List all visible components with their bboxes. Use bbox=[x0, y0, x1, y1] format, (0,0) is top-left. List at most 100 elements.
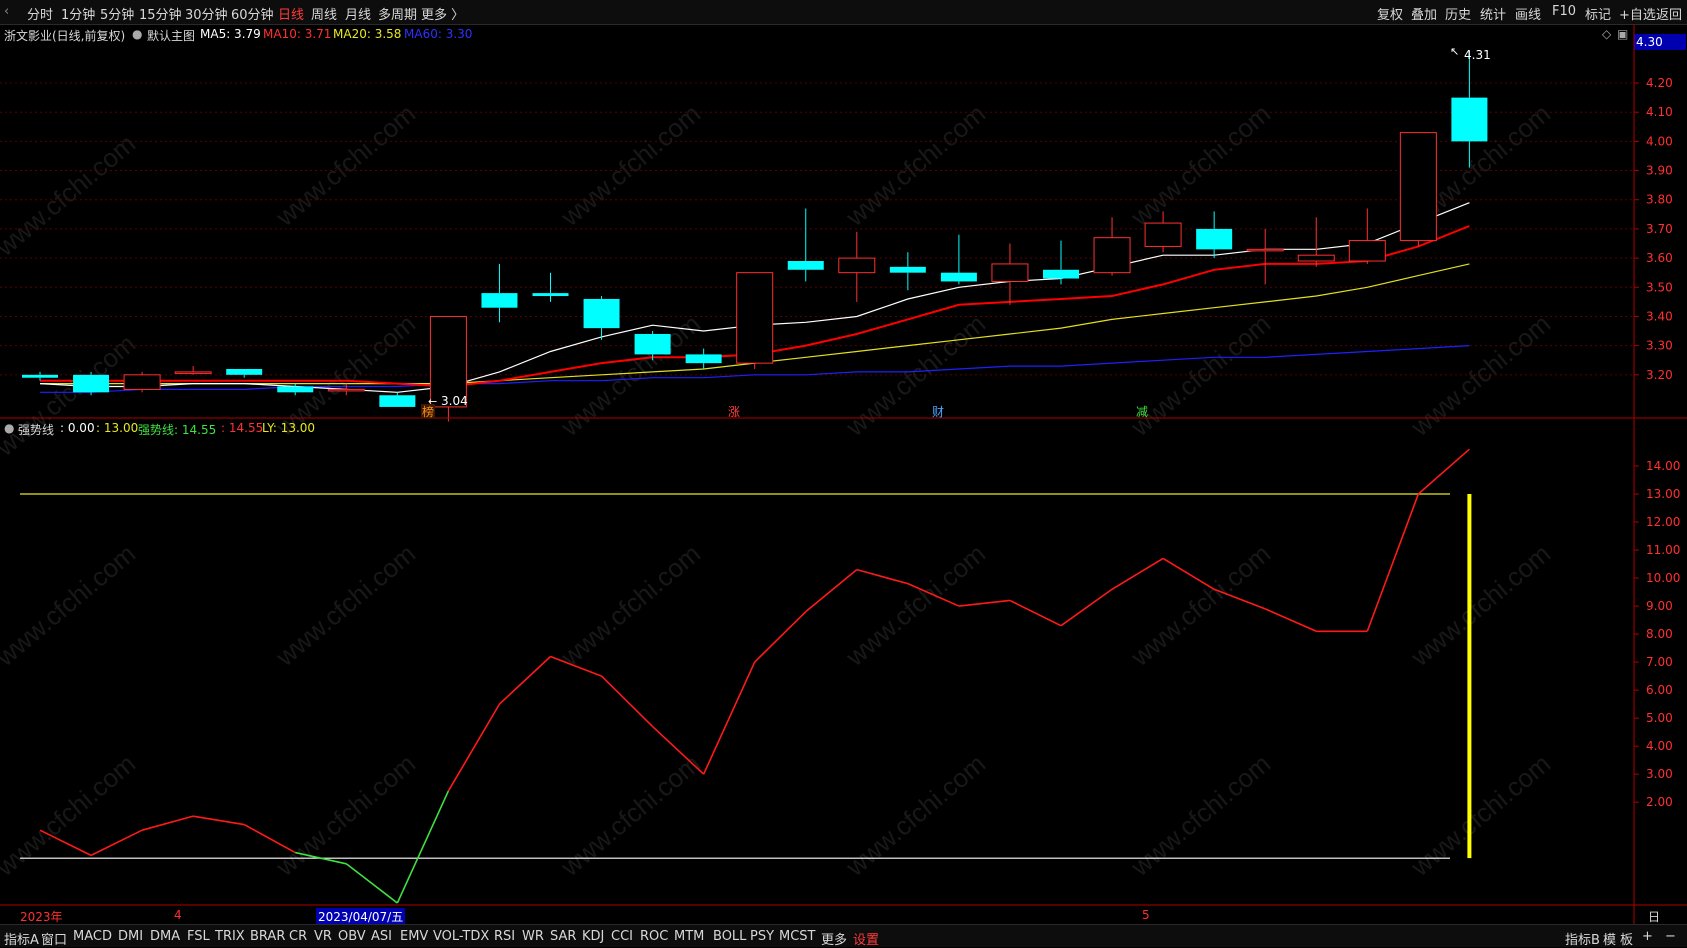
overlay-button[interactable]: 叠加 bbox=[1411, 8, 1438, 23]
candle-body-down bbox=[73, 374, 110, 393]
indicator-tick-label: 2.00 bbox=[1646, 795, 1673, 809]
period-more[interactable]: 更多 〉 bbox=[421, 8, 465, 23]
period-30min[interactable]: 30分钟 bbox=[185, 8, 228, 23]
indicator-value-ly: : 13.00 bbox=[96, 421, 139, 435]
event-tag-jian[interactable]: 减 bbox=[1136, 405, 1148, 419]
event-tag-cai[interactable]: 财 bbox=[932, 405, 944, 419]
tab-brar[interactable]: BRAR bbox=[250, 929, 286, 944]
tab-obv[interactable]: OBV bbox=[338, 929, 366, 944]
tab-emv[interactable]: EMV bbox=[400, 929, 429, 944]
price-tick-label: 3.20 bbox=[1646, 368, 1673, 382]
date-month-5: 5 bbox=[1142, 908, 1150, 922]
tab-mcst[interactable]: MCST bbox=[779, 929, 816, 944]
fuquan-button[interactable]: 复权 bbox=[1377, 8, 1404, 23]
candle-body-up bbox=[1348, 240, 1386, 262]
indicator-dropdown-icon[interactable]: ● bbox=[4, 421, 15, 435]
nav-arrow-icon[interactable]: ‹ bbox=[4, 4, 10, 19]
candle-body-up bbox=[1093, 237, 1131, 274]
template-dropdown-icon[interactable]: ● bbox=[132, 27, 143, 41]
tab-kdj[interactable]: KDJ bbox=[582, 929, 605, 944]
indicator-tick-label: 3.00 bbox=[1646, 767, 1673, 781]
price-axis: 4.20 4.10 4.00 3.90 3.80 3.70 3.60 3.50 3.40 3.30… bbox=[1634, 76, 1680, 809]
indicator-tick-label: 14.00 bbox=[1646, 459, 1680, 473]
indicator-tab-bar: 指标A 窗口 MACD DMI DMA FSL TRIX BRAR CR VR … bbox=[0, 924, 1687, 948]
tab-macd[interactable]: MACD bbox=[73, 929, 112, 944]
tab-indicator-b[interactable]: 指标B bbox=[1565, 933, 1600, 948]
window-icon[interactable]: ▣ bbox=[1617, 27, 1629, 41]
candle-body-down bbox=[532, 293, 569, 297]
period-monthly[interactable]: 月线 bbox=[345, 8, 372, 23]
period-daily[interactable]: 日线 bbox=[278, 8, 305, 23]
draw-line-button[interactable]: 画线 bbox=[1515, 8, 1542, 23]
strength-line-segment bbox=[193, 815, 245, 826]
candle-body-down bbox=[1451, 97, 1488, 142]
strength-line-segment bbox=[1162, 557, 1215, 590]
period-60min[interactable]: 60分钟 bbox=[231, 8, 274, 23]
tab-boll[interactable]: BOLL bbox=[713, 929, 747, 944]
period-15min[interactable]: 15分钟 bbox=[139, 8, 182, 23]
indicator-tick-label: 9.00 bbox=[1646, 599, 1673, 613]
statistics-button[interactable]: 统计 bbox=[1480, 8, 1507, 23]
top-toolbar: ‹ 分时 1分钟 5分钟 15分钟 30分钟 60分钟 日线 周线 月线 多周期… bbox=[0, 0, 1687, 25]
tab-indicator-a[interactable]: 指标A bbox=[4, 933, 39, 948]
strength-line-segment bbox=[1009, 599, 1062, 627]
template-button[interactable]: 模 bbox=[1603, 933, 1617, 948]
strength-line-segment bbox=[600, 675, 654, 728]
board-button[interactable]: 板 bbox=[1620, 933, 1634, 948]
candle-body-up bbox=[123, 374, 161, 390]
strength-line-segment bbox=[1366, 493, 1420, 632]
low-marker-arrow: ← bbox=[428, 395, 437, 408]
template-label[interactable]: 默认主图 bbox=[147, 29, 196, 43]
strength-line-segment bbox=[295, 851, 347, 865]
period-fenshi[interactable]: 分时 bbox=[27, 8, 54, 23]
price-tick-label: 4.20 bbox=[1646, 76, 1673, 90]
candle-body-up bbox=[1399, 132, 1437, 242]
strength-line-segment bbox=[702, 661, 756, 775]
tab-more[interactable]: 更多 bbox=[821, 933, 848, 948]
back-button[interactable]: 返回 bbox=[1656, 8, 1683, 23]
tab-rsi[interactable]: RSI bbox=[494, 929, 516, 944]
tab-cci[interactable]: CCI bbox=[611, 929, 633, 944]
event-tag-zhang[interactable]: 涨 bbox=[728, 404, 740, 419]
tab-asi[interactable]: ASI bbox=[371, 929, 392, 944]
strength-line-segment bbox=[856, 568, 909, 585]
strength-line-segment bbox=[39, 829, 92, 857]
tab-sar[interactable]: SAR bbox=[550, 929, 577, 944]
tab-vol-tdx[interactable]: VOL-TDX bbox=[433, 929, 490, 944]
tab-fsl[interactable]: FSL bbox=[187, 929, 210, 944]
history-button[interactable]: 历史 bbox=[1445, 8, 1472, 23]
tab-wr[interactable]: WR bbox=[522, 929, 544, 944]
add-watchlist-button[interactable]: +自选 bbox=[1619, 8, 1656, 23]
period-1min[interactable]: 1分钟 bbox=[61, 8, 96, 23]
date-year: 2023年 bbox=[20, 910, 63, 924]
tab-psy[interactable]: PSY bbox=[750, 929, 775, 944]
event-tag-bang[interactable]: 榜 bbox=[422, 404, 434, 419]
strength-line-segment bbox=[345, 863, 398, 904]
tab-dma[interactable]: DMA bbox=[150, 929, 181, 944]
tab-roc[interactable]: ROC bbox=[640, 929, 669, 944]
candle-body-up bbox=[736, 272, 774, 364]
period-multi[interactable]: 多周期 bbox=[378, 8, 418, 23]
tab-mtm[interactable]: MTM bbox=[674, 929, 705, 944]
tab-cr[interactable]: CR bbox=[289, 929, 308, 944]
zoom-in-button[interactable]: + bbox=[1642, 929, 1653, 944]
period-weekly[interactable]: 周线 bbox=[311, 8, 338, 23]
tab-settings[interactable]: 设置 bbox=[853, 933, 880, 948]
indicator-tick-label: 7.00 bbox=[1646, 655, 1673, 669]
diamond-icon[interactable]: ◇ bbox=[1602, 27, 1612, 41]
stock-title[interactable]: 浙文影业(日线,前复权) bbox=[4, 29, 126, 43]
indicator-tick-label: 12.00 bbox=[1646, 515, 1680, 529]
f10-button[interactable]: F10 bbox=[1552, 4, 1577, 19]
mark-button[interactable]: 标记 bbox=[1585, 8, 1612, 23]
zoom-out-button[interactable]: − bbox=[1665, 929, 1676, 944]
candle-body-down bbox=[583, 298, 620, 329]
candle-body-down bbox=[940, 272, 977, 282]
tab-trix[interactable]: TRIX bbox=[215, 929, 245, 944]
main-chart-info: 浙文影业(日线,前复权) ● 默认主图 MA5: 3.79 MA10: 3.71… bbox=[0, 25, 1630, 43]
period-5min[interactable]: 5分钟 bbox=[100, 8, 135, 23]
tab-window[interactable]: 窗口 bbox=[41, 933, 68, 948]
tab-dmi[interactable]: DMI bbox=[118, 929, 144, 944]
tab-vr[interactable]: VR bbox=[314, 929, 332, 944]
indicator-name[interactable]: 强势线 bbox=[18, 423, 55, 437]
